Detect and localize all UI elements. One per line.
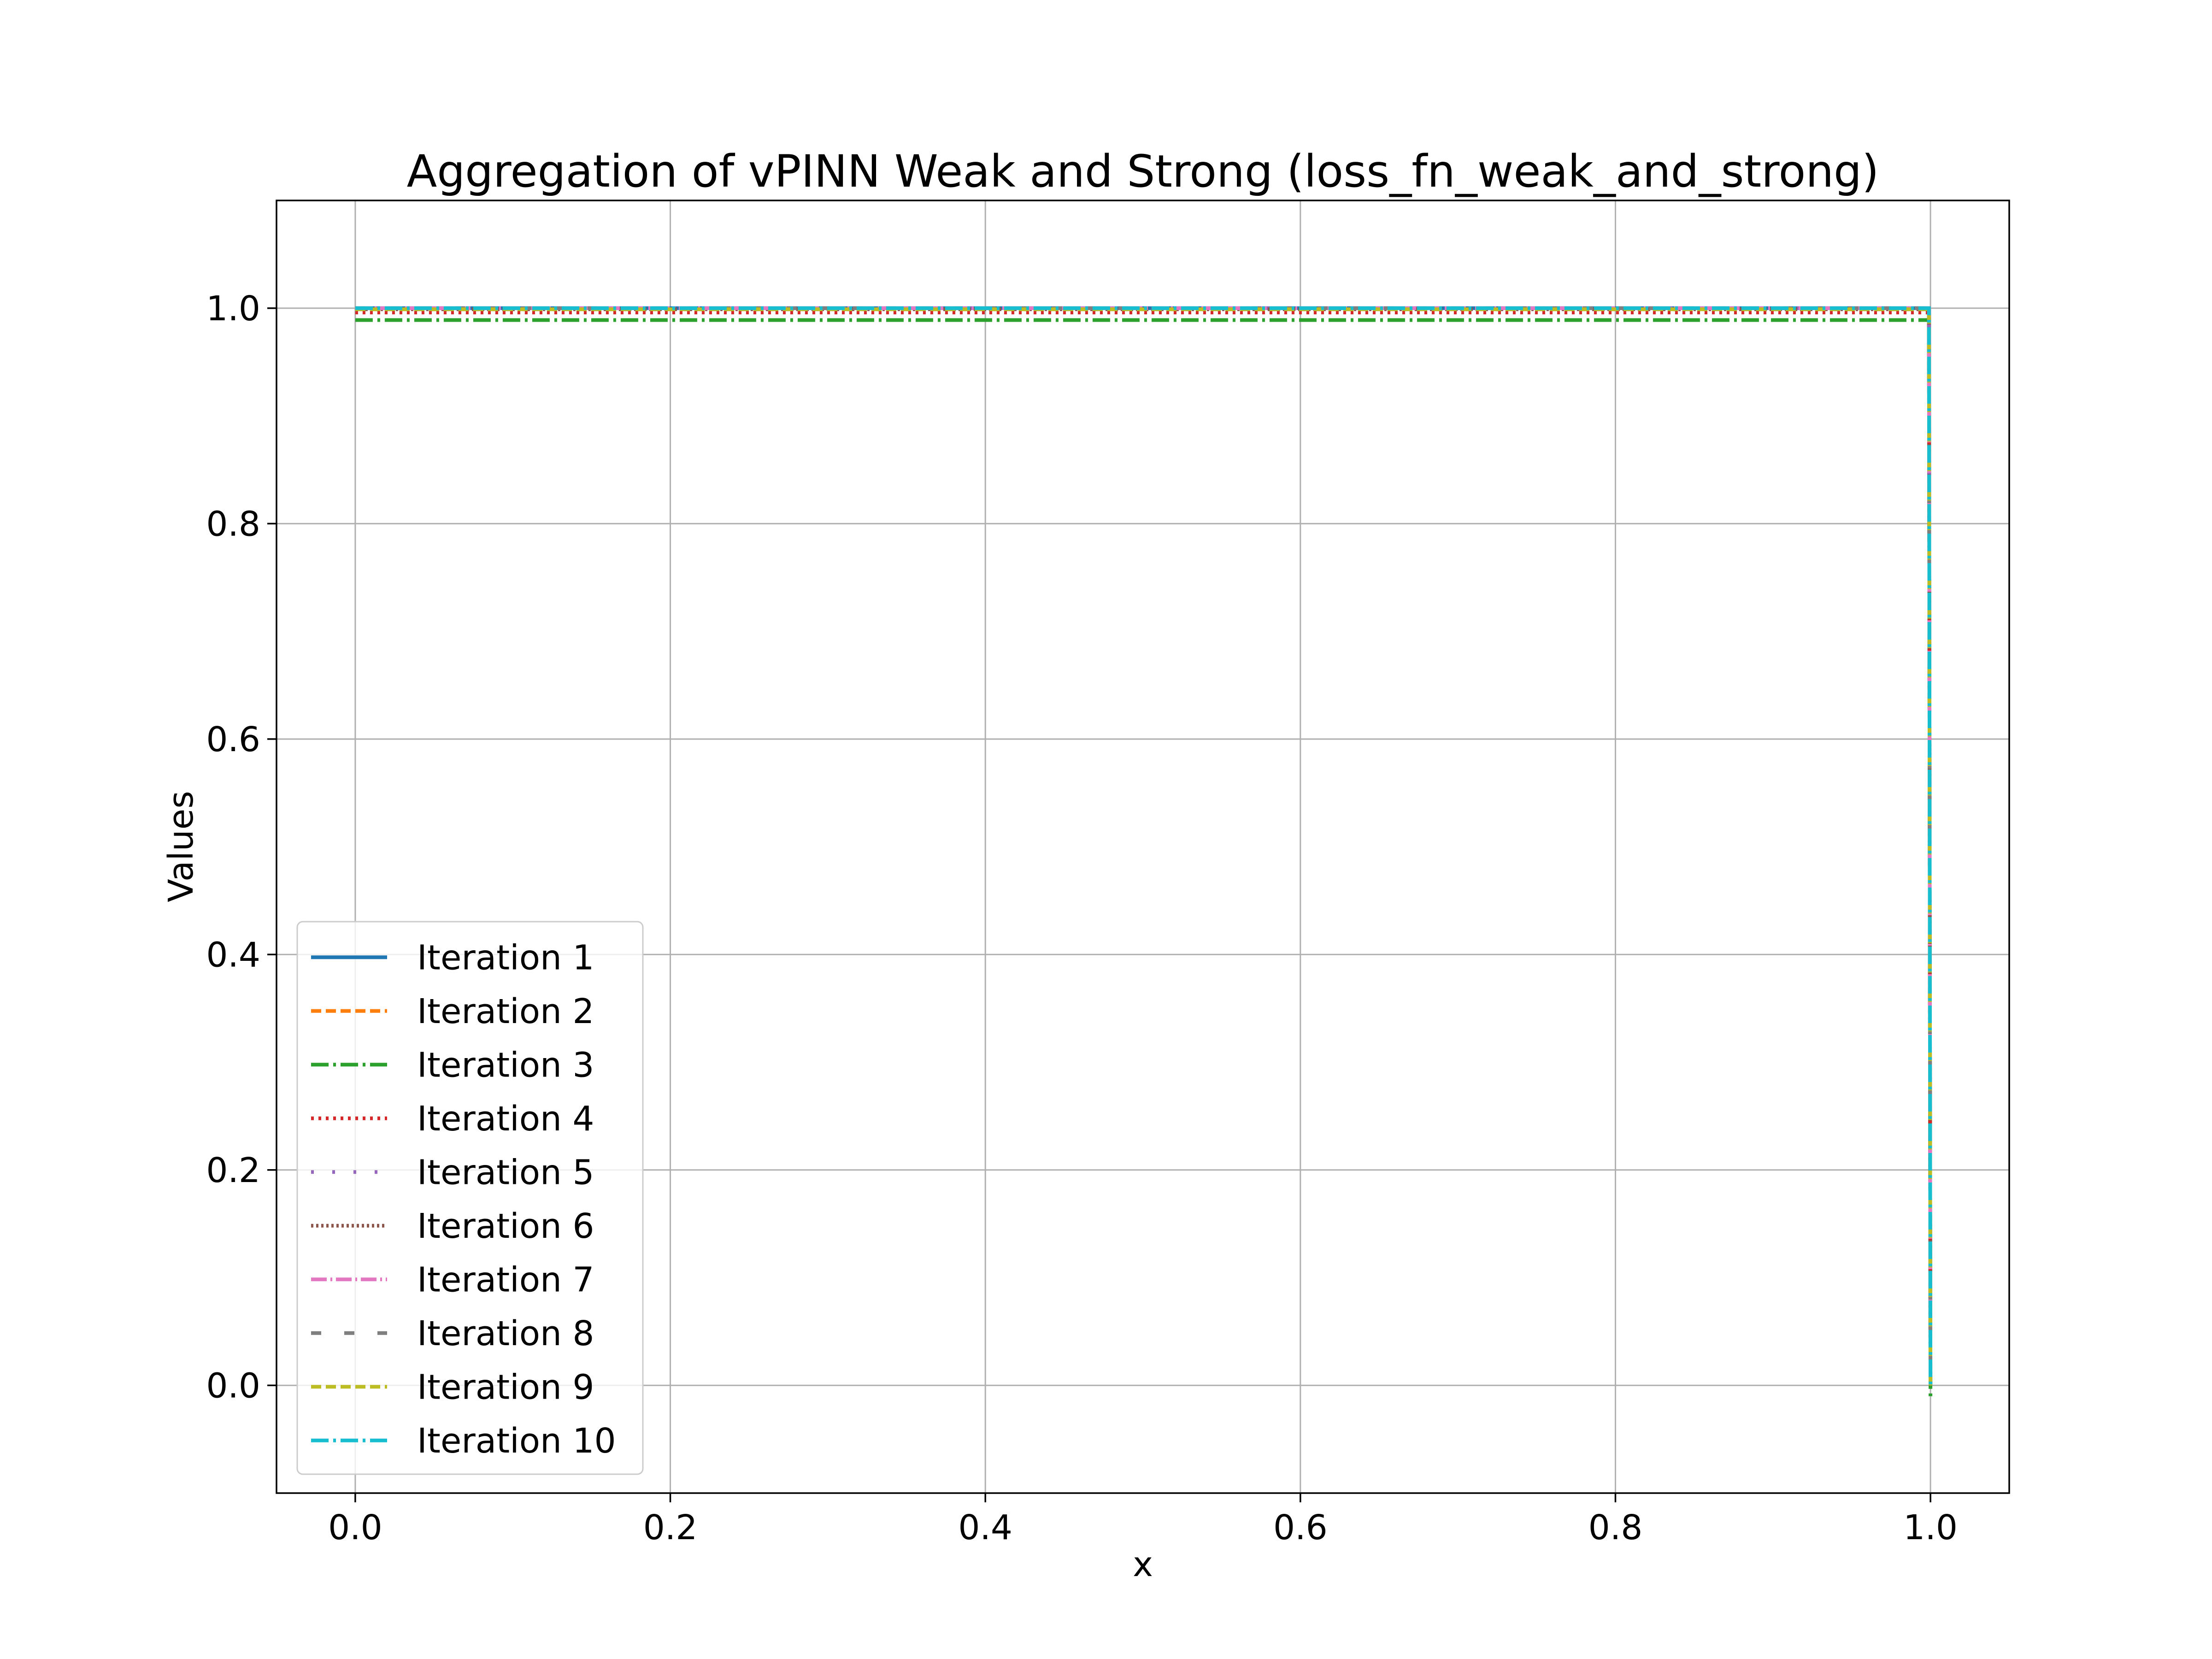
- x-axis-label: x: [1133, 1545, 1153, 1584]
- x-tick-label: 0.8: [1588, 1508, 1643, 1547]
- y-tick-label: 0.0: [206, 1366, 260, 1406]
- y-tick-label: 0.6: [206, 720, 260, 759]
- x-axis: 0.0 0.2 0.4 0.6 0.8 1.0: [328, 1493, 1958, 1547]
- x-tick-label: 1.0: [1903, 1508, 1958, 1547]
- legend-box: [296, 921, 644, 1475]
- x-tick-label: 0.6: [1273, 1508, 1328, 1547]
- x-tick-label: 0.2: [643, 1508, 698, 1547]
- chart-title: Aggregation of vPINN Weak and Strong (lo…: [407, 146, 1879, 197]
- series-line-iteration-4: [355, 311, 1933, 1386]
- y-tick-label: 0.4: [206, 935, 260, 975]
- legend-label-iteration-3: Iteration 3: [417, 1045, 594, 1085]
- y-axis-label: Values: [161, 791, 201, 902]
- legend: Iteration 1 Iteration 2 Iteration 3 Iterati…: [296, 921, 644, 1475]
- series-line-iteration-10: [355, 306, 1933, 1386]
- legend-label-iteration-10: Iteration 10: [417, 1421, 616, 1461]
- legend-label-iteration-6: Iteration 6: [417, 1206, 594, 1246]
- y-tick-label: 1.0: [206, 289, 260, 329]
- legend-label-iteration-7: Iteration 7: [417, 1260, 594, 1300]
- series-layer: [355, 306, 1933, 1399]
- legend-label-iteration-2: Iteration 2: [417, 992, 594, 1031]
- y-tick-label: 0.2: [206, 1151, 260, 1190]
- legend-label-iteration-5: Iteration 5: [417, 1153, 594, 1192]
- x-tick-label: 0.4: [958, 1508, 1012, 1547]
- legend-label-iteration-1: Iteration 1: [417, 938, 594, 977]
- y-tick-label: 0.8: [206, 504, 260, 544]
- legend-label-iteration-9: Iteration 9: [417, 1367, 594, 1407]
- y-axis: 0.0 0.2 0.4 0.6 0.8 1.0: [206, 289, 276, 1406]
- plot-frame: [276, 200, 2010, 1494]
- legend-label-iteration-4: Iteration 4: [417, 1099, 594, 1139]
- x-tick-label: 0.0: [328, 1508, 382, 1547]
- legend-label-iteration-8: Iteration 8: [417, 1314, 594, 1353]
